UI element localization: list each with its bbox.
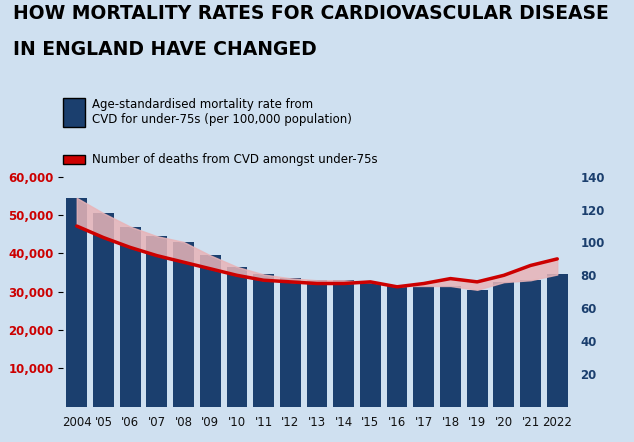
- Bar: [520, 280, 541, 407]
- Bar: [360, 282, 381, 407]
- Text: IN ENGLAND HAVE CHANGED: IN ENGLAND HAVE CHANGED: [13, 40, 316, 59]
- Bar: [67, 198, 87, 407]
- Bar: [200, 255, 221, 407]
- Bar: [493, 282, 514, 407]
- FancyBboxPatch shape: [63, 98, 85, 126]
- Bar: [146, 236, 167, 407]
- Bar: [413, 286, 434, 407]
- Bar: [226, 267, 247, 407]
- Bar: [307, 280, 327, 407]
- Bar: [333, 280, 354, 407]
- Bar: [173, 242, 194, 407]
- Bar: [120, 227, 141, 407]
- Bar: [280, 278, 301, 407]
- Bar: [547, 274, 567, 407]
- Bar: [387, 286, 408, 407]
- Text: Number of deaths from CVD amongst under-75s: Number of deaths from CVD amongst under-…: [92, 153, 378, 166]
- Bar: [440, 286, 461, 407]
- Bar: [467, 290, 488, 407]
- Text: Age-standardised mortality rate from
CVD for under-75s (per 100,000 population): Age-standardised mortality rate from CVD…: [92, 99, 352, 126]
- Bar: [93, 213, 114, 407]
- Bar: [253, 274, 274, 407]
- FancyBboxPatch shape: [63, 155, 85, 164]
- Text: HOW MORTALITY RATES FOR CARDIOVASCULAR DISEASE: HOW MORTALITY RATES FOR CARDIOVASCULAR D…: [13, 4, 609, 23]
